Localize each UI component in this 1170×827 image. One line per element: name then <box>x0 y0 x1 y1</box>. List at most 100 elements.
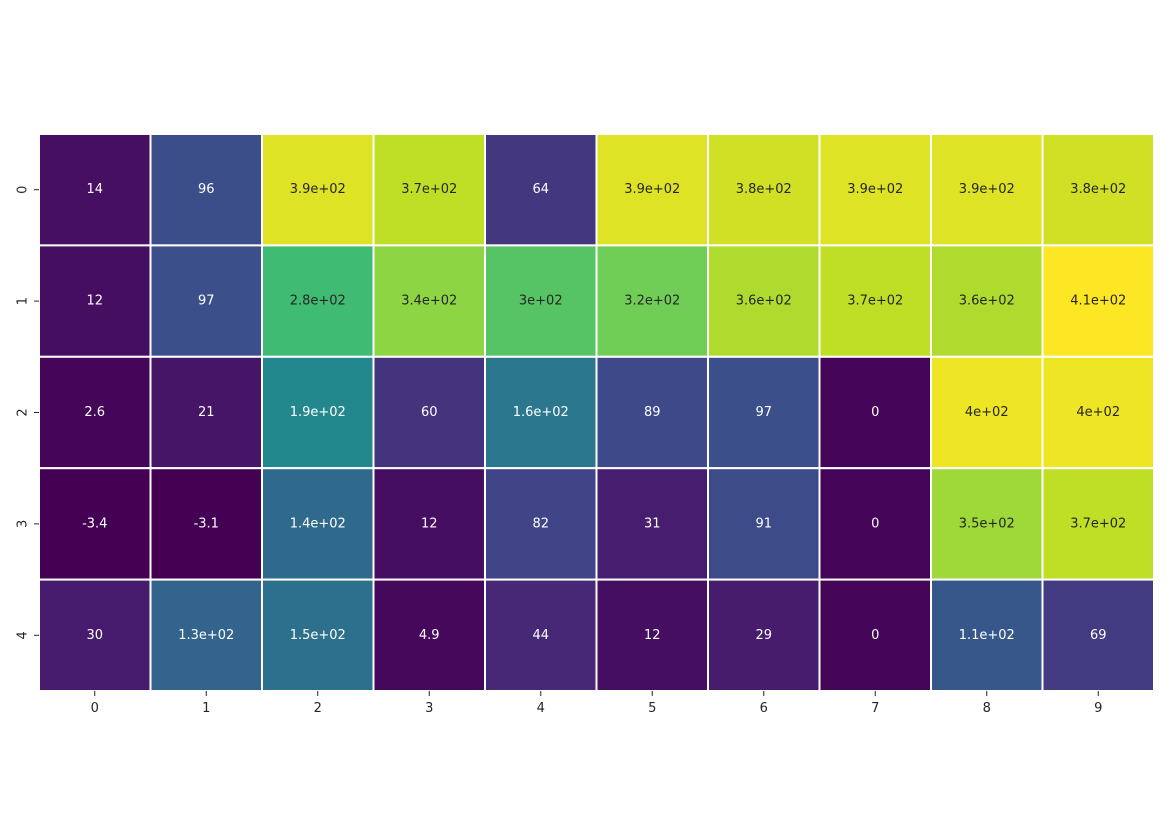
heatmap-cell-1-5 <box>595 244 709 358</box>
x-tick-label-5: 5 <box>648 701 656 716</box>
cell-label-2-4: 1.6e+02 <box>513 405 569 420</box>
cell-label-3-9: 3.7e+02 <box>1070 516 1126 531</box>
y-axis: 0 1 2 3 4 <box>16 186 39 639</box>
x-tick-label-3: 3 <box>425 701 433 716</box>
heatmap-cell-1-6 <box>707 244 821 358</box>
cell-label-0-6: 3.8e+02 <box>736 182 792 197</box>
cell-label-3-1: -3.1 <box>194 516 219 531</box>
x-tick-label-7: 7 <box>871 701 879 716</box>
x-tick-label-6: 6 <box>760 701 768 716</box>
cell-label-1-5: 3.2e+02 <box>624 294 680 309</box>
x-tick-label-2: 2 <box>314 701 322 716</box>
x-tick-label-8: 8 <box>983 701 991 716</box>
cell-label-1-1: 97 <box>198 294 215 309</box>
heatmap-cell-4-4 <box>484 578 598 692</box>
heatmap-cell-2-6 <box>707 355 821 470</box>
cell-label-4-3: 4.9 <box>419 628 440 643</box>
heatmap-cell-2-9 <box>1041 355 1155 470</box>
cell-label-2-2: 1.9e+02 <box>290 405 346 420</box>
cell-label-4-2: 1.5e+02 <box>290 628 346 643</box>
x-tick-label-0: 0 <box>91 701 99 716</box>
heatmap-cell-0-5 <box>595 133 709 247</box>
x-tick-label-4: 4 <box>537 701 545 716</box>
x-axis: 0 1 2 3 4 5 6 7 8 9 <box>91 691 1102 716</box>
heatmap-cell-1-9 <box>1041 244 1155 358</box>
cell-label-2-3: 60 <box>421 405 438 420</box>
cell-label-3-7: 0 <box>871 516 879 531</box>
heatmap-cell-4-9 <box>1041 578 1155 692</box>
cell-label-4-4: 44 <box>532 628 549 643</box>
heatmap-cell-4-2 <box>261 578 375 692</box>
heatmap-cell-2-7 <box>818 355 932 470</box>
cell-label-2-7: 0 <box>871 405 879 420</box>
cell-label-0-2: 3.9e+02 <box>290 182 346 197</box>
cell-label-4-1: 1.3e+02 <box>178 628 234 643</box>
heatmap-cell-3-5 <box>595 467 709 581</box>
heatmap-cell-0-0 <box>38 133 152 247</box>
cell-label-0-5: 3.9e+02 <box>624 182 680 197</box>
heatmap-cell-3-8 <box>930 467 1044 581</box>
heatmap-cell-0-7 <box>818 133 932 247</box>
cell-label-1-3: 3.4e+02 <box>401 294 457 309</box>
heatmap-cell-0-1 <box>149 133 263 247</box>
cell-label-2-9: 4e+02 <box>1076 405 1120 420</box>
cell-label-2-6: 97 <box>755 405 772 420</box>
y-tick-label-3: 3 <box>16 520 31 528</box>
heatmap-cell-1-7 <box>818 244 932 358</box>
cell-label-2-5: 89 <box>644 405 661 420</box>
cell-label-2-1: 21 <box>198 405 215 420</box>
heatmap-cell-3-0 <box>38 467 152 581</box>
heatmap-cells: 14 96 3.9e+02 3.7e+02 64 3.9e+02 3.8e+02 3.9e+0… <box>38 133 1155 692</box>
cell-label-1-2: 2.8e+02 <box>290 294 346 309</box>
cell-label-4-6: 29 <box>755 628 772 643</box>
cell-label-1-0: 12 <box>86 294 103 309</box>
y-tick-label-2: 2 <box>16 408 31 416</box>
cell-label-3-8: 3.5e+02 <box>959 516 1015 531</box>
y-tick-label-0: 0 <box>16 186 31 194</box>
heatmap-cell-2-8 <box>930 355 1044 470</box>
heatmap-cell-4-7 <box>818 578 932 692</box>
heatmap-cell-4-5 <box>595 578 709 692</box>
cell-label-0-9: 3.8e+02 <box>1070 182 1126 197</box>
heatmap-cell-2-2 <box>261 355 375 470</box>
heatmap-cell-2-0 <box>38 355 152 470</box>
cell-label-3-2: 1.4e+02 <box>290 516 346 531</box>
x-tick-label-9: 9 <box>1094 701 1102 716</box>
heatmap-cell-1-8 <box>930 244 1044 358</box>
cell-label-4-8: 1.1e+02 <box>959 628 1015 643</box>
cell-label-0-3: 3.7e+02 <box>401 182 457 197</box>
heatmap-cell-4-6 <box>707 578 821 692</box>
heatmap-cell-3-9 <box>1041 467 1155 581</box>
heatmap-cell-2-4 <box>484 355 598 470</box>
cell-label-3-5: 31 <box>644 516 661 531</box>
cell-label-1-6: 3.6e+02 <box>736 294 792 309</box>
cell-label-0-1: 96 <box>198 182 215 197</box>
heatmap-cell-0-9 <box>1041 133 1155 247</box>
cell-label-1-9: 4.1e+02 <box>1070 294 1126 309</box>
x-tick-label-1: 1 <box>202 701 210 716</box>
cell-label-3-6: 91 <box>755 516 772 531</box>
cell-label-3-3: 12 <box>421 516 438 531</box>
heatmap-cell-3-6 <box>707 467 821 581</box>
cell-label-3-4: 82 <box>532 516 549 531</box>
cell-label-1-8: 3.6e+02 <box>959 294 1015 309</box>
heatmap-cell-2-1 <box>149 355 263 470</box>
cell-label-0-4: 64 <box>532 182 549 197</box>
heatmap-cell-1-3 <box>372 244 486 358</box>
cell-label-4-0: 30 <box>86 628 103 643</box>
y-tick-label-4: 4 <box>16 631 31 639</box>
cell-label-4-7: 0 <box>871 628 879 643</box>
cell-label-1-7: 3.7e+02 <box>847 294 903 309</box>
heatmap-cell-1-1 <box>149 244 263 358</box>
cell-label-2-0: 2.6 <box>84 405 105 420</box>
heatmap-cell-4-1 <box>149 578 263 692</box>
heatmap-cell-0-2 <box>261 133 375 247</box>
cell-label-0-8: 3.9e+02 <box>959 182 1015 197</box>
cell-label-4-5: 12 <box>644 628 661 643</box>
cell-label-0-0: 14 <box>86 182 103 197</box>
cell-label-2-8: 4e+02 <box>965 405 1009 420</box>
cell-label-0-7: 3.9e+02 <box>847 182 903 197</box>
y-tick-label-1: 1 <box>16 297 31 305</box>
heatmap-cell-4-8 <box>930 578 1044 692</box>
